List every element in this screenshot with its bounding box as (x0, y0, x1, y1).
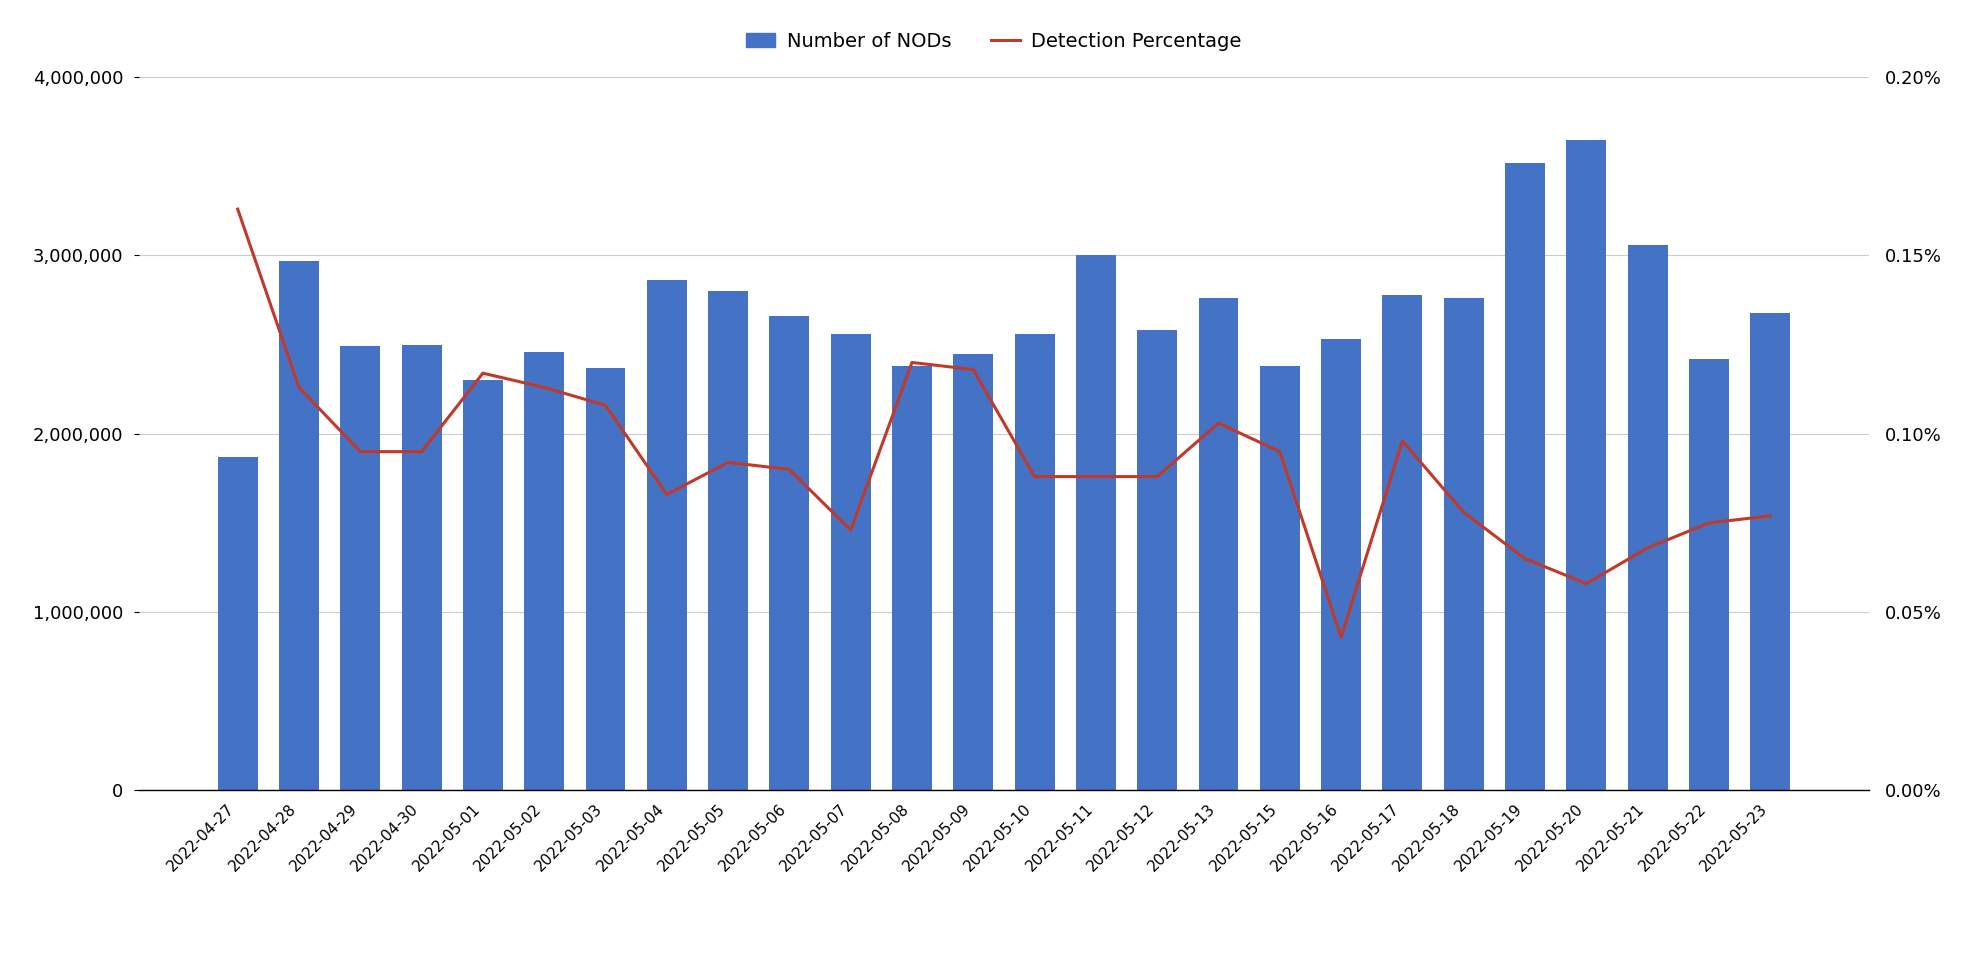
Bar (463, 380, 503, 790)
Bar (1199, 298, 1239, 790)
Bar (340, 346, 380, 790)
Bar (402, 345, 441, 790)
Bar (1137, 331, 1177, 790)
Bar (1505, 163, 1545, 790)
Bar (1690, 359, 1730, 790)
Bar (219, 457, 258, 790)
Bar (708, 291, 747, 790)
Bar (1443, 298, 1483, 790)
Bar (1076, 255, 1115, 790)
Bar (1014, 334, 1054, 790)
Bar (1260, 366, 1300, 790)
Bar (893, 366, 932, 790)
Bar (831, 334, 871, 790)
Bar (1382, 295, 1421, 790)
Bar (1322, 339, 1362, 790)
Bar (1567, 140, 1606, 790)
Bar (769, 316, 809, 790)
Bar (525, 352, 565, 790)
Legend: Number of NODs, Detection Percentage: Number of NODs, Detection Percentage (738, 24, 1250, 59)
Bar (1749, 312, 1789, 790)
Bar (646, 281, 686, 790)
Bar (1628, 245, 1668, 790)
Bar (954, 354, 994, 790)
Bar (586, 368, 626, 790)
Bar (278, 261, 318, 790)
